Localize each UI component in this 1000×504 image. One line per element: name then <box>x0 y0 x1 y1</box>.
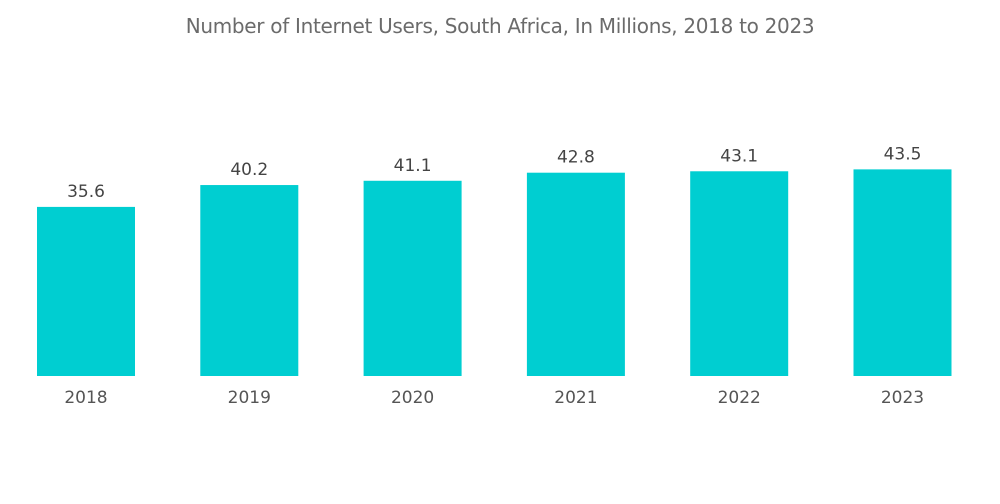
bar-2020 <box>363 180 462 376</box>
x-tick-label-2022: 2022 <box>718 388 761 408</box>
x-tick-label-2018: 2018 <box>64 388 107 408</box>
x-tick-label-2020: 2020 <box>391 388 434 408</box>
bar-2023 <box>853 169 952 376</box>
bar-2019 <box>200 185 299 376</box>
value-label-2021: 42.8 <box>557 148 595 168</box>
bar-2022 <box>690 171 789 376</box>
value-label-2022: 43.1 <box>720 146 758 166</box>
value-label-2018: 35.6 <box>67 182 105 202</box>
value-label-2020: 41.1 <box>394 156 432 176</box>
value-label-2023: 43.5 <box>884 144 922 164</box>
x-tick-label-2021: 2021 <box>554 388 597 408</box>
chart-title: Number of Internet Users, South Africa, … <box>185 14 815 38</box>
x-tick-label-2023: 2023 <box>881 388 924 408</box>
x-tick-label-2019: 2019 <box>228 388 271 408</box>
bar-2021 <box>526 172 625 376</box>
value-label-2019: 40.2 <box>230 160 268 180</box>
bar-2018 <box>37 206 135 376</box>
